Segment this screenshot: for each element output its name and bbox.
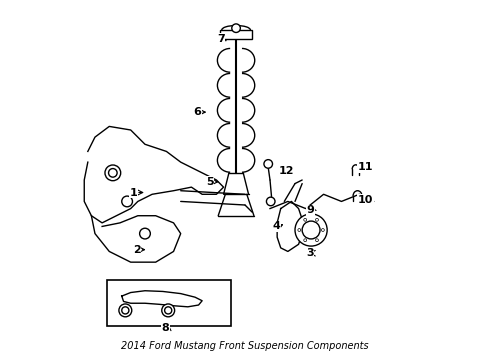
Text: 8: 8 [162,323,169,333]
Text: 4: 4 [272,221,280,231]
Text: 1: 1 [129,188,137,198]
Bar [107,280,231,327]
Circle shape [304,219,307,221]
Circle shape [264,159,272,168]
Text: 12: 12 [279,166,294,176]
Polygon shape [122,291,202,307]
Circle shape [109,168,117,177]
Text: 11: 11 [358,162,373,172]
Text: 7: 7 [217,34,224,44]
Circle shape [232,24,241,32]
Text: 9: 9 [306,205,314,215]
Circle shape [165,307,172,314]
Circle shape [162,304,174,317]
Circle shape [267,197,275,206]
Circle shape [304,239,307,242]
Circle shape [316,239,318,242]
Circle shape [321,229,324,231]
Ellipse shape [222,26,250,35]
Circle shape [302,221,320,239]
Text: 5: 5 [206,177,214,187]
Text: 2014 Ford Mustang Front Suspension Components: 2014 Ford Mustang Front Suspension Compo… [121,342,369,351]
FancyBboxPatch shape [220,30,252,39]
Circle shape [122,307,129,314]
Circle shape [122,196,132,207]
Circle shape [105,165,121,181]
Text: 6: 6 [194,107,201,117]
Circle shape [316,219,318,221]
Text: 2: 2 [133,245,141,255]
Circle shape [119,304,132,317]
Circle shape [295,214,327,246]
Circle shape [298,229,301,231]
Text: 3: 3 [306,248,314,258]
Text: 10: 10 [358,195,373,204]
Circle shape [140,228,150,239]
